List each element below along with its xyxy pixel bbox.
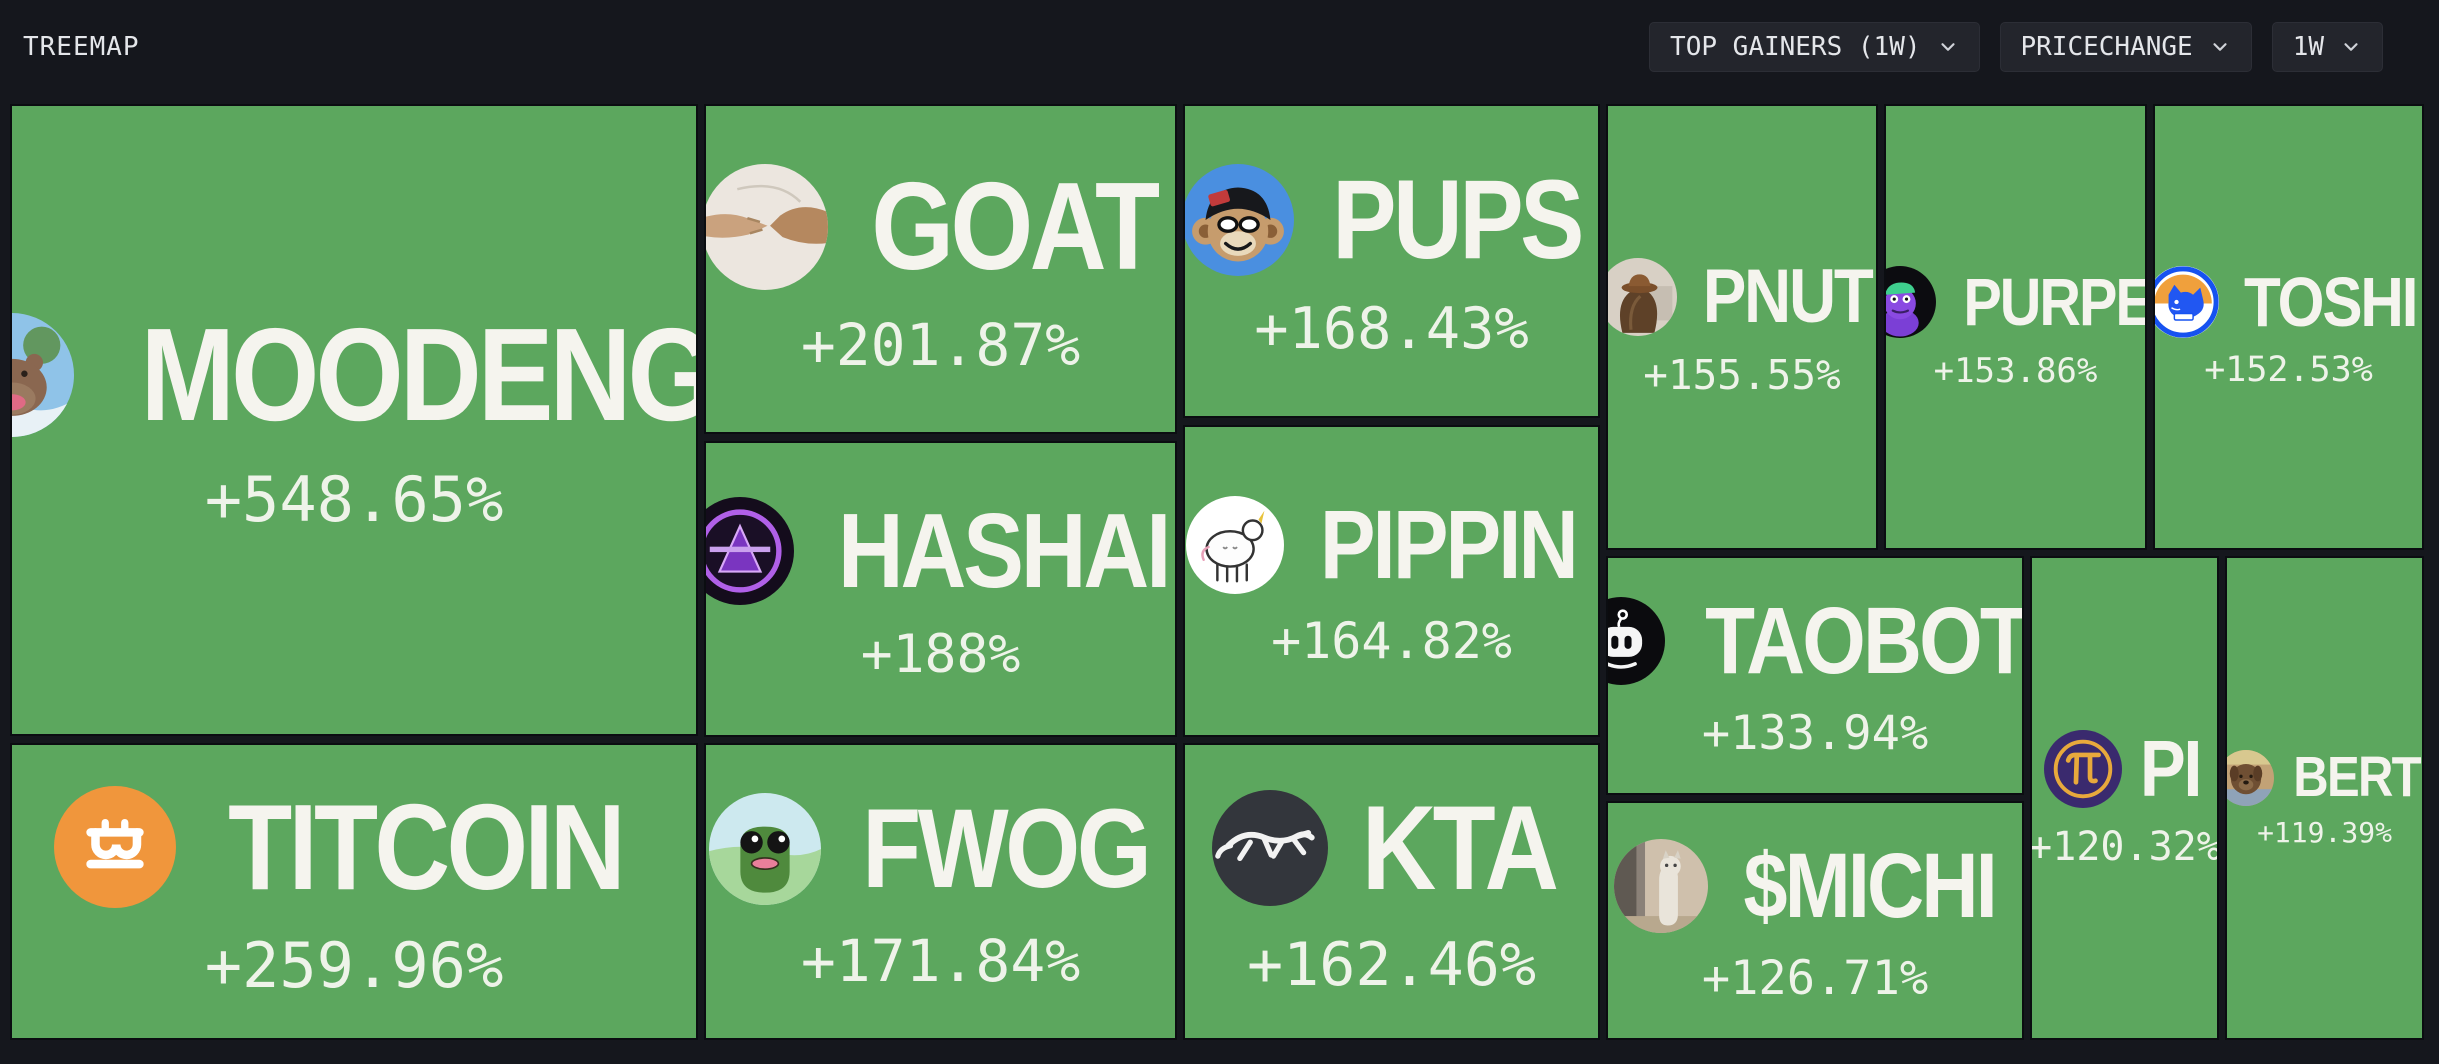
pippin-doodle-avatar (1185, 495, 1284, 594)
taobot-robot-avatar (1608, 597, 1665, 686)
token-name: HASHAI (837, 491, 1172, 610)
token-change: +171.84% (800, 926, 1081, 995)
moodeng-hippo-avatar (12, 313, 74, 438)
toshi-cat-avatar (2155, 265, 2219, 338)
top-bar: TREEMAP TOP GAINERS (1W) PRICECHANGE 1W (0, 0, 2439, 103)
tile-titcoin[interactable]: TITCOIN +259.96% (10, 743, 698, 1040)
token-name: FWOG (862, 786, 1151, 912)
token-name: PIPPIN (1320, 490, 1579, 600)
tile-taobot[interactable]: TAOBOT +133.94% (1606, 556, 2024, 795)
chevron-down-icon (2209, 36, 2231, 58)
token-change: +201.87% (800, 311, 1081, 380)
pricechange-dropdown[interactable]: PRICECHANGE (1999, 21, 2252, 72)
michi-cat-avatar (1614, 839, 1709, 934)
top-gainers-dropdown-label: TOP GAINERS (1W) (1670, 31, 1921, 62)
token-name: KTA (1361, 781, 1559, 915)
tile-fwog[interactable]: FWOG +171.84% (704, 743, 1177, 1040)
token-change: +119.39% (2257, 815, 2392, 849)
pups-monkey-avatar (1185, 163, 1294, 276)
purpe-pepe-avatar (1886, 266, 1937, 339)
token-name: TAOBOT (1705, 587, 2024, 694)
tile-hashai[interactable]: HASHAI +188% (704, 441, 1177, 737)
tile-pi[interactable]: PI +120.32% (2030, 556, 2219, 1040)
token-name: PURPE (1963, 264, 2147, 340)
tile-moodeng[interactable]: MOODENG +548.65% (10, 104, 698, 736)
hashai-logo-avatar (706, 496, 794, 605)
token-name: GOAT (870, 157, 1160, 296)
tile-kta[interactable]: KTA +162.46% (1183, 743, 1600, 1040)
pricechange-dropdown-label: PRICECHANGE (2020, 31, 2193, 62)
chevron-down-icon (2340, 36, 2362, 58)
token-name: BERT (2293, 745, 2422, 810)
token-change: +155.55% (1643, 350, 1841, 399)
tile-pups[interactable]: PUPS +168.43% (1183, 104, 1600, 418)
timeframe-dropdown-label: 1W (2292, 31, 2324, 62)
page-title: TREEMAP (23, 31, 140, 62)
titcoin-coin-avatar (54, 785, 177, 908)
token-change: +152.53% (2204, 350, 2373, 391)
token-change: +153.86% (1933, 350, 2098, 391)
goat-hands-avatar (706, 163, 828, 290)
token-change: +120.32% (2030, 824, 2219, 870)
token-name: $MICHI (1743, 835, 1998, 938)
chevron-down-icon (1937, 36, 1959, 58)
token-name: TITCOIN (227, 778, 626, 915)
tile-purpe[interactable]: PURPE +153.86% (1884, 104, 2147, 550)
token-change: +126.71% (1701, 950, 1929, 1006)
top-gainers-dropdown[interactable]: TOP GAINERS (1W) (1649, 21, 1980, 72)
token-change: +162.46% (1247, 930, 1536, 1000)
bert-dog-avatar (2227, 749, 2275, 806)
tile-goat[interactable]: GOAT +201.87% (704, 104, 1177, 434)
tile-pnut[interactable]: PNUT +155.55% (1606, 104, 1878, 550)
token-change: +168.43% (1254, 296, 1529, 363)
pnut-squirrel-avatar (1608, 258, 1677, 337)
pi-network-avatar (2044, 730, 2123, 808)
token-change: +133.94% (1701, 706, 1929, 762)
token-name: PI (2139, 724, 2203, 813)
tile-toshi[interactable]: TOSHI +152.53% (2153, 104, 2424, 550)
timeframe-dropdown[interactable]: 1W (2271, 21, 2383, 72)
token-name: PNUT (1702, 254, 1874, 340)
tile-pippin[interactable]: PIPPIN +164.82% (1183, 425, 1600, 737)
token-name: MOODENG (140, 301, 698, 449)
kta-cheetah-avatar (1211, 790, 1328, 906)
token-change: +188% (860, 624, 1021, 686)
tile-michi[interactable]: $MICHI +126.71% (1606, 801, 2024, 1040)
token-change: +259.96% (204, 929, 504, 1003)
token-name: TOSHI (2244, 262, 2418, 341)
fwog-frog-avatar (709, 793, 822, 906)
token-name: PUPS (1332, 156, 1584, 282)
token-change: +164.82% (1271, 612, 1512, 671)
filter-controls: TOP GAINERS (1W) PRICECHANGE 1W (1649, 21, 2383, 72)
tile-bert[interactable]: BERT +119.39% (2225, 556, 2424, 1040)
token-change: +548.65% (204, 462, 504, 536)
